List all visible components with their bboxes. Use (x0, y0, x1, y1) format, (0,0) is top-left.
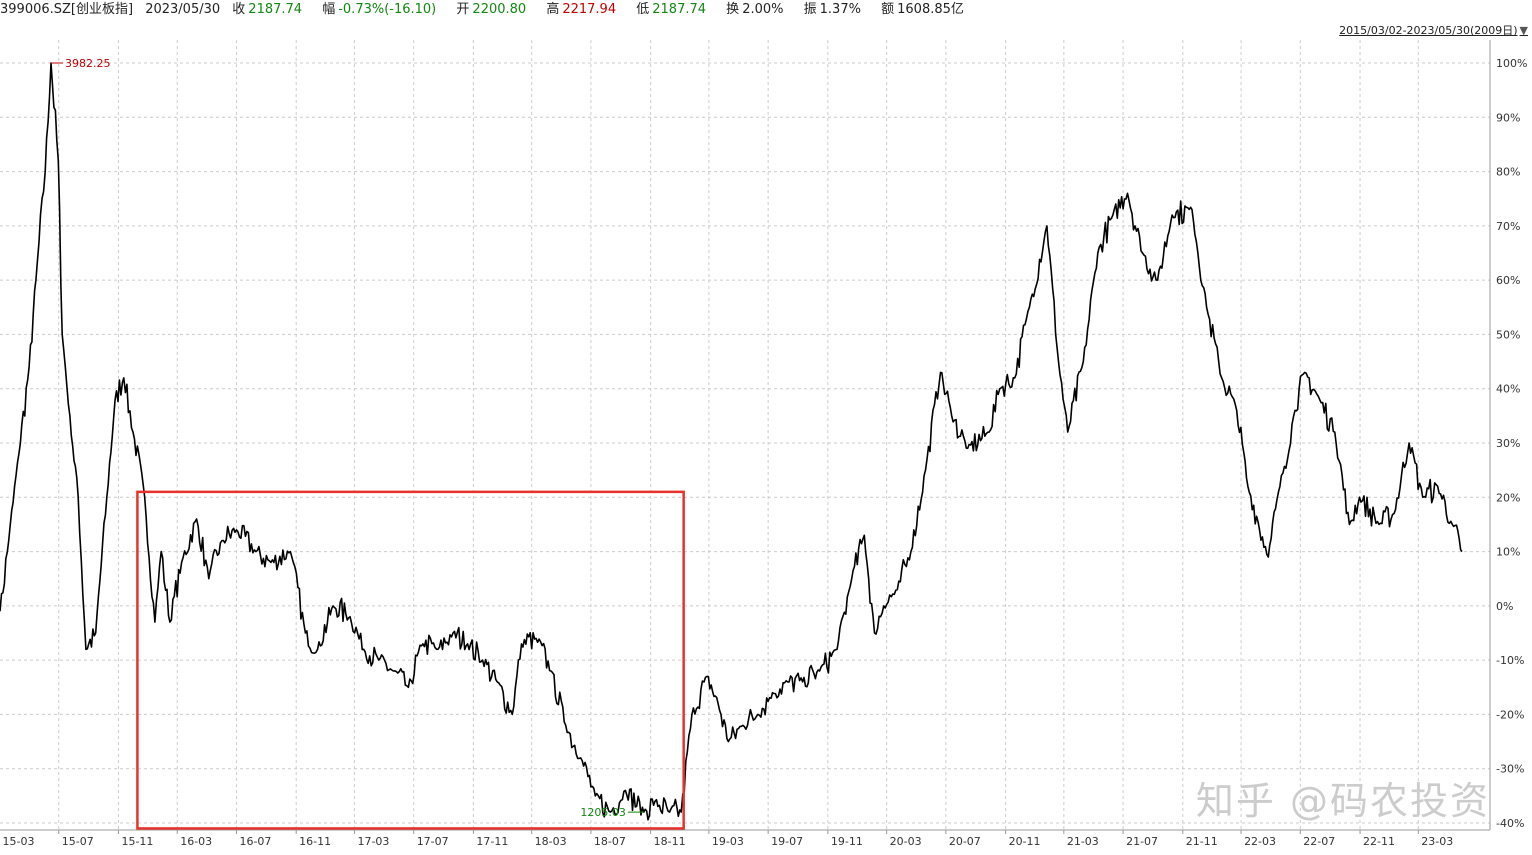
x-tick-label: 17-03 (357, 835, 389, 848)
x-tick-label: 18-03 (535, 835, 567, 848)
change-field: 幅 -0.73%(-16.10) (322, 2, 444, 17)
y-tick-label: 0% (1496, 600, 1513, 613)
x-tick-label: 22-07 (1303, 835, 1335, 848)
change-value: -0.73%(-16.10) (338, 2, 437, 17)
x-tick-label: 21-07 (1126, 835, 1158, 848)
low-label: 低 (636, 2, 650, 17)
close-label: 收 (232, 2, 246, 17)
x-tick-label: 20-03 (890, 835, 922, 848)
y-axis: 100% 90% 80% 70% 60% 50% 40% 30% 20% 10% 0% -10% -20… (1489, 40, 1527, 830)
close-value: 2187.74 (248, 2, 303, 17)
y-tick-label: -10% (1496, 654, 1524, 667)
y-tick-label: 50% (1496, 328, 1520, 341)
y-tick-label: 90% (1496, 111, 1520, 124)
amplitude-label: 振 (803, 2, 817, 17)
turnover-field: 换 2.00% (726, 2, 791, 17)
x-tick-label: 18-07 (594, 835, 626, 848)
open-field: 开 2200.80 (456, 2, 534, 17)
series-line (0, 62, 1463, 821)
change-label: 幅 (322, 2, 336, 17)
y-tick-label: -40% (1496, 817, 1524, 830)
high-label: 高 (546, 2, 560, 17)
open-value: 2200.80 (472, 2, 527, 17)
low-field: 低 2187.74 (636, 2, 714, 17)
grid-lines (0, 40, 1490, 830)
x-tick-label: 23-03 (1421, 835, 1453, 848)
turnover-label: 换 (726, 2, 740, 17)
open-label: 开 (456, 2, 470, 17)
y-tick-label: 60% (1496, 274, 1520, 287)
low-value: 2187.74 (652, 2, 707, 17)
turnover-value: 2.00% (742, 2, 784, 17)
y-tick-label: 40% (1496, 383, 1520, 396)
x-tick-label: 22-11 (1363, 835, 1395, 848)
y-tick-label: 80% (1496, 166, 1520, 179)
low-marker-label: 1205.03 (580, 806, 626, 819)
extreme-markers: 3982.25 1205.03 (50, 57, 644, 819)
x-tick-label: 20-11 (1009, 835, 1041, 848)
high-value: 2217.94 (562, 2, 617, 17)
date-range-selector[interactable]: 2015/03/02-2023/05/30(2009日) ▼ (1339, 22, 1528, 38)
x-tick-label: 17-11 (476, 835, 508, 848)
close-field: 收 2187.74 (232, 2, 310, 17)
x-tick-label: 21-03 (1067, 835, 1099, 848)
x-tick-label: 15-03 (3, 835, 35, 848)
x-tick-label: 21-11 (1186, 835, 1218, 848)
x-tick-label: 20-07 (949, 835, 981, 848)
x-tick-label: 16-11 (299, 835, 331, 848)
watermark: 知乎 @码农投资 (1195, 779, 1490, 823)
y-tick-label: 20% (1496, 491, 1520, 504)
highlight-box (136, 490, 685, 830)
x-axis: 15-03 15-07 15-11 16-03 16-07 16-11 17-03 17-07… (0, 829, 1490, 848)
x-tick-label: 22-03 (1244, 835, 1276, 848)
y-tick-label: 70% (1496, 220, 1520, 233)
x-tick-label: 16-03 (180, 835, 212, 848)
x-tick-label: 16-07 (239, 835, 271, 848)
y-tick-label: 100% (1496, 57, 1527, 70)
x-tick-label: 19-07 (771, 835, 803, 848)
y-tick-label: -30% (1496, 763, 1524, 776)
quote-header: 399006.SZ[创业板指] 2023/05/30 收 2187.74 幅 -0.… (0, 0, 1532, 20)
x-tick-label: 18-11 (654, 835, 686, 848)
high-marker-label: 3982.25 (65, 57, 111, 70)
amplitude-value: 1.37% (819, 2, 861, 17)
amplitude-field: 振 1.37% (804, 2, 869, 17)
y-tick-label: 10% (1496, 546, 1520, 559)
y-tick-label: 30% (1496, 437, 1520, 450)
index-code[interactable]: 399006.SZ[创业板指] (0, 2, 134, 17)
dropdown-triangle-icon[interactable]: ▼ (1519, 24, 1528, 37)
x-tick-label: 17-07 (417, 835, 449, 848)
y-tick-label: -20% (1496, 708, 1524, 721)
amount-field: 额 1608.85亿 (881, 2, 972, 17)
quote-date: 2023/05/30 (145, 2, 221, 17)
x-tick-label: 19-11 (831, 835, 863, 848)
date-range-label: 2015/03/02-2023/05/30(2009日) (1339, 24, 1518, 37)
x-tick-label: 15-07 (62, 835, 94, 848)
high-field: 高 2217.94 (546, 2, 624, 17)
x-tick-label: 19-03 (712, 835, 744, 848)
amount-value: 1608.85亿 (897, 2, 964, 17)
x-tick-label: 15-11 (121, 835, 153, 848)
amount-label: 额 (881, 2, 895, 17)
